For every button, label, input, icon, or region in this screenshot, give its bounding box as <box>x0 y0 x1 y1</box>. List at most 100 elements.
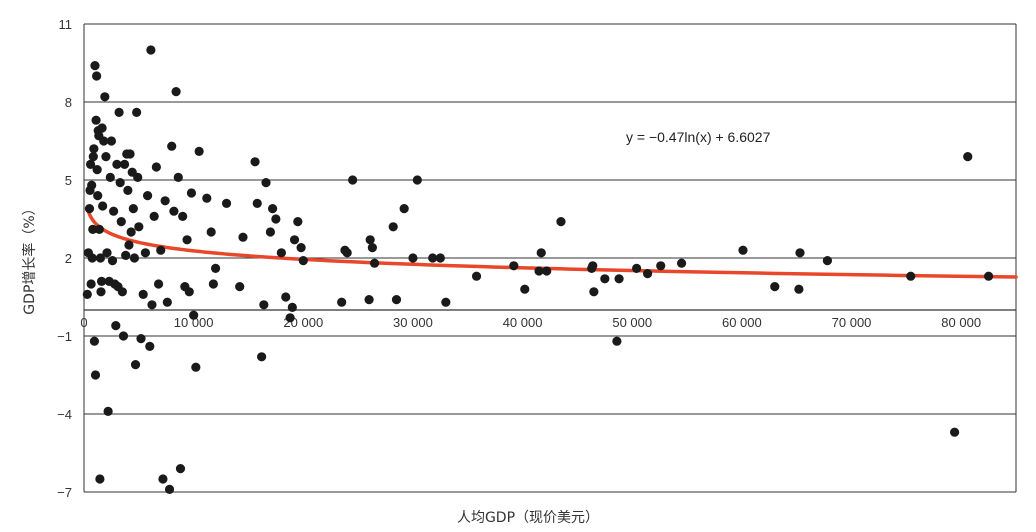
data-point <box>107 256 118 266</box>
data-point <box>105 172 115 182</box>
data-points <box>82 45 994 494</box>
data-point <box>100 92 110 102</box>
data-point <box>794 284 804 294</box>
y-tick-label: 5 <box>65 173 72 188</box>
data-point <box>206 227 216 237</box>
data-point <box>92 71 102 81</box>
x-tick-label: 40 000 <box>503 315 543 330</box>
data-point <box>125 149 135 159</box>
data-point <box>85 159 96 169</box>
data-point <box>117 287 127 297</box>
data-point <box>145 341 155 351</box>
data-point <box>178 211 188 221</box>
data-point <box>164 484 175 494</box>
data-point <box>89 336 100 346</box>
data-point <box>156 245 166 255</box>
data-point <box>614 274 624 284</box>
data-point <box>138 289 148 299</box>
data-point <box>106 136 117 146</box>
data-point <box>86 279 96 289</box>
y-tick-label: −1 <box>57 329 72 344</box>
data-point <box>276 248 286 258</box>
data-point <box>121 250 131 260</box>
data-point <box>134 222 144 232</box>
data-point <box>132 107 142 117</box>
data-point <box>435 253 445 263</box>
data-point <box>133 172 143 182</box>
data-point <box>189 310 199 320</box>
data-point <box>90 370 101 380</box>
data-point <box>116 217 126 227</box>
data-point <box>147 300 157 310</box>
data-point <box>906 271 916 281</box>
data-point <box>130 360 141 370</box>
data-point <box>428 253 438 263</box>
data-point <box>642 269 653 279</box>
data-point <box>271 214 281 224</box>
data-point <box>87 253 97 263</box>
data-point <box>369 258 380 268</box>
data-point <box>589 287 599 297</box>
data-point <box>103 406 113 416</box>
data-point <box>160 196 170 206</box>
data-point <box>96 287 106 297</box>
data-point <box>296 243 306 253</box>
data-point <box>90 61 100 71</box>
data-point <box>285 313 295 323</box>
data-point <box>126 227 136 237</box>
data-point <box>97 123 107 133</box>
data-point <box>102 248 112 258</box>
data-point <box>194 146 204 156</box>
data-point <box>364 295 374 305</box>
x-tick-label: 0 <box>80 315 87 330</box>
data-point <box>118 331 129 341</box>
data-point <box>88 224 98 234</box>
data-point <box>167 141 177 151</box>
gridlines <box>83 23 1017 493</box>
data-point <box>210 263 221 273</box>
data-point <box>109 206 119 216</box>
data-point <box>367 243 377 253</box>
data-point <box>795 248 805 258</box>
data-point <box>186 188 197 198</box>
data-point <box>963 152 973 162</box>
data-point <box>391 295 402 305</box>
data-point <box>82 289 92 299</box>
data-point <box>257 352 267 362</box>
data-point <box>99 136 109 146</box>
data-point <box>95 253 106 263</box>
data-point <box>267 204 278 214</box>
trend-line <box>85 206 1018 279</box>
data-point <box>822 256 833 266</box>
data-point <box>265 227 275 237</box>
data-point <box>158 474 168 484</box>
data-point <box>208 279 218 289</box>
data-point <box>348 175 358 185</box>
data-point <box>509 261 519 271</box>
data-point <box>142 191 153 201</box>
data-point <box>202 193 212 203</box>
data-point <box>129 253 140 263</box>
data-point <box>738 245 748 255</box>
x-tick-label: 80 000 <box>941 315 981 330</box>
data-point <box>471 271 482 281</box>
data-point <box>365 235 375 245</box>
data-point <box>149 211 159 221</box>
data-point <box>175 464 186 474</box>
y-tick-label: 11 <box>59 17 73 32</box>
data-point <box>96 276 107 286</box>
y-tick-label: −7 <box>57 485 72 500</box>
data-point <box>536 248 546 258</box>
data-point <box>162 297 172 307</box>
data-point <box>84 204 95 214</box>
data-point <box>111 321 121 331</box>
data-point <box>238 232 248 242</box>
data-point <box>119 159 130 169</box>
data-point <box>151 162 161 172</box>
data-point <box>949 427 960 437</box>
data-point <box>182 235 192 245</box>
data-point <box>287 302 297 312</box>
data-point <box>89 144 99 154</box>
y-tick-labels: −7 −4 −1 2 5 8 11 <box>57 17 72 500</box>
